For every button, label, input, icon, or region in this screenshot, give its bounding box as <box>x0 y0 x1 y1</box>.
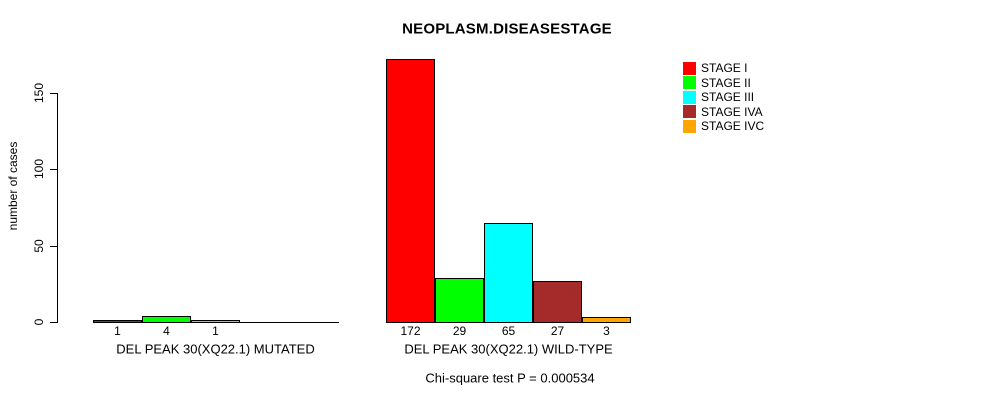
group-label: DEL PEAK 30(XQ22.1) WILD-TYPE <box>404 341 613 357</box>
bar <box>582 317 631 323</box>
y-axis-label: number of cases <box>6 141 20 231</box>
bar-zero-line <box>240 322 290 323</box>
legend-swatch <box>683 76 696 89</box>
legend-label: STAGE II <box>701 75 751 90</box>
bar <box>533 281 582 323</box>
bar-value-label: 3 <box>603 324 610 338</box>
legend-swatch <box>683 91 696 104</box>
legend-label: STAGE I <box>701 61 748 75</box>
bar-value-label: 1 <box>212 324 219 338</box>
bar-value-label: 1 <box>114 324 121 338</box>
y-tick <box>50 93 57 94</box>
y-tick-label: 150 <box>32 82 46 104</box>
bar <box>386 59 435 323</box>
y-tick-label: 50 <box>32 239 46 253</box>
group-label: DEL PEAK 30(XQ22.1) MUTATED <box>116 341 315 357</box>
y-tick-label: 100 <box>32 158 46 180</box>
chi-square-footnote: Chi-square test P = 0.000534 <box>425 370 595 386</box>
legend-label: STAGE III <box>701 90 755 104</box>
bar-value-label: 4 <box>163 324 170 338</box>
bar-value-label: 29 <box>452 324 467 338</box>
y-tick <box>50 169 57 170</box>
legend-swatch <box>683 120 696 133</box>
bar <box>93 320 142 323</box>
legend-label: STAGE IVC <box>701 119 765 133</box>
legend-swatch <box>683 105 696 118</box>
y-tick <box>50 246 57 247</box>
y-tick-label: 0 <box>32 318 46 326</box>
y-tick <box>50 322 57 323</box>
bar <box>142 316 191 323</box>
bar <box>484 223 533 323</box>
bar-value-label: 27 <box>550 324 565 338</box>
legend-swatch <box>683 62 696 75</box>
bar <box>191 320 240 323</box>
bar-value-label: 172 <box>400 324 421 338</box>
bar-value-label: 65 <box>501 324 516 338</box>
bar <box>435 278 484 323</box>
y-axis-line <box>57 93 58 323</box>
legend-label: STAGE IVA <box>701 104 763 119</box>
bar-zero-line <box>289 322 339 323</box>
chart-title: NEOPLASM.DISEASESTAGE <box>402 20 612 38</box>
